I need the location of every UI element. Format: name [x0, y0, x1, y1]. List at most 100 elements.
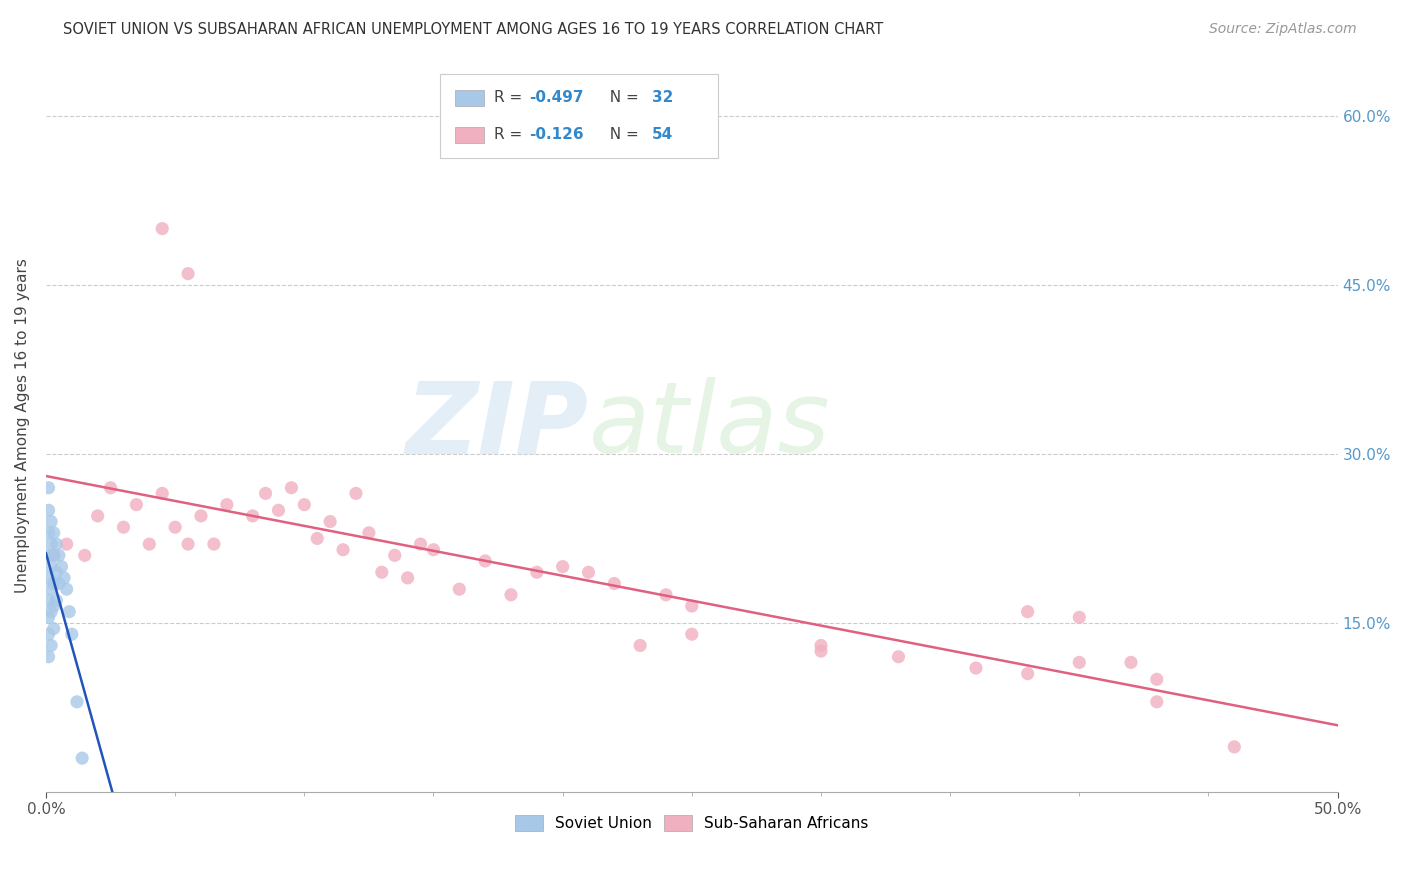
- Point: [280, 481, 302, 495]
- Point: [125, 498, 148, 512]
- Point: [38, 627, 60, 641]
- Point: [215, 498, 238, 512]
- Text: -0.497: -0.497: [529, 90, 583, 105]
- Point: [1119, 656, 1142, 670]
- Point: [177, 267, 200, 281]
- Text: ZIP: ZIP: [405, 377, 589, 475]
- Point: [681, 599, 703, 613]
- Point: [319, 515, 342, 529]
- Point: [38, 549, 60, 563]
- Point: [39, 515, 62, 529]
- Text: Source: ZipAtlas.com: Source: ZipAtlas.com: [1209, 22, 1357, 37]
- Point: [38, 610, 60, 624]
- Point: [58, 605, 80, 619]
- Point: [810, 639, 832, 653]
- Bar: [456, 127, 484, 143]
- Point: [138, 537, 160, 551]
- Point: [42, 599, 65, 613]
- Point: [42, 549, 65, 563]
- Y-axis label: Unemployment Among Ages 16 to 19 years: Unemployment Among Ages 16 to 19 years: [15, 259, 30, 593]
- Point: [150, 221, 173, 235]
- Point: [422, 542, 444, 557]
- Point: [628, 639, 651, 653]
- Point: [965, 661, 987, 675]
- Point: [1069, 610, 1091, 624]
- Point: [409, 537, 432, 551]
- Point: [526, 566, 548, 580]
- Point: [38, 525, 60, 540]
- Point: [39, 639, 62, 653]
- Text: N =: N =: [600, 128, 644, 143]
- Point: [45, 537, 67, 551]
- Point: [887, 649, 910, 664]
- Point: [112, 520, 135, 534]
- Point: [53, 571, 76, 585]
- Point: [177, 537, 200, 551]
- Point: [55, 537, 77, 551]
- Point: [42, 549, 65, 563]
- Point: [357, 525, 380, 540]
- Point: [202, 537, 225, 551]
- Point: [254, 486, 277, 500]
- Text: -0.126: -0.126: [529, 128, 583, 143]
- Point: [681, 627, 703, 641]
- Text: 32: 32: [652, 90, 673, 105]
- Point: [100, 481, 122, 495]
- Legend: Soviet Union, Sub-Saharan Africans: Soviet Union, Sub-Saharan Africans: [510, 811, 873, 836]
- Point: [38, 593, 60, 607]
- Point: [1223, 739, 1246, 754]
- Point: [242, 508, 264, 523]
- Text: SOVIET UNION VS SUBSAHARAN AFRICAN UNEMPLOYMENT AMONG AGES 16 TO 19 YEARS CORREL: SOVIET UNION VS SUBSAHARAN AFRICAN UNEMP…: [63, 22, 883, 37]
- Point: [150, 486, 173, 500]
- Point: [384, 549, 406, 563]
- Point: [332, 542, 354, 557]
- Point: [38, 503, 60, 517]
- Point: [86, 508, 108, 523]
- Point: [190, 508, 212, 523]
- Point: [396, 571, 419, 585]
- Point: [45, 566, 67, 580]
- Point: [66, 695, 89, 709]
- Point: [344, 486, 367, 500]
- Point: [165, 520, 187, 534]
- Point: [51, 559, 73, 574]
- Point: [1069, 656, 1091, 670]
- Point: [449, 582, 471, 596]
- Text: atlas: atlas: [589, 377, 830, 475]
- Point: [73, 549, 96, 563]
- Text: R =: R =: [494, 128, 527, 143]
- Text: N =: N =: [600, 90, 644, 105]
- FancyBboxPatch shape: [440, 74, 717, 159]
- Point: [38, 571, 60, 585]
- Bar: [456, 90, 484, 106]
- Text: 54: 54: [652, 128, 673, 143]
- Point: [38, 481, 60, 495]
- Point: [42, 525, 65, 540]
- Point: [603, 576, 626, 591]
- Point: [578, 566, 600, 580]
- Point: [551, 559, 574, 574]
- Point: [48, 576, 70, 591]
- Point: [499, 588, 522, 602]
- Point: [39, 559, 62, 574]
- Text: R =: R =: [494, 90, 527, 105]
- Point: [1017, 605, 1039, 619]
- Point: [55, 582, 77, 596]
- Point: [371, 566, 394, 580]
- Point: [1146, 673, 1168, 687]
- Point: [38, 649, 60, 664]
- Point: [39, 605, 62, 619]
- Point: [810, 644, 832, 658]
- Point: [292, 498, 315, 512]
- Point: [267, 503, 290, 517]
- Point: [307, 532, 329, 546]
- Point: [39, 537, 62, 551]
- Point: [45, 593, 67, 607]
- Point: [1017, 666, 1039, 681]
- Point: [655, 588, 678, 602]
- Point: [39, 582, 62, 596]
- Point: [42, 576, 65, 591]
- Point: [42, 622, 65, 636]
- Point: [48, 549, 70, 563]
- Point: [70, 751, 93, 765]
